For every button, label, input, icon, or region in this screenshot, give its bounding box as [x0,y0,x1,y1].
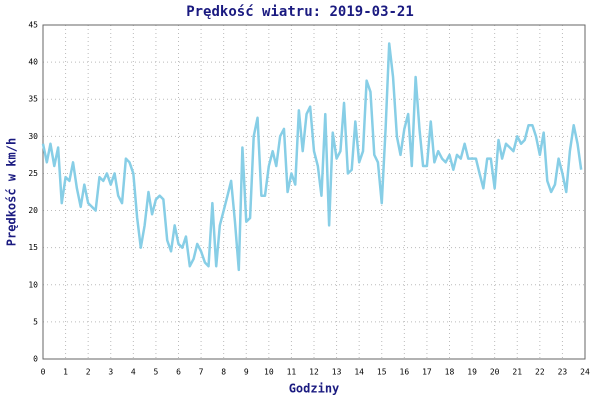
x-tick-label: 10 [264,368,274,377]
y-tick-label: 30 [28,132,38,141]
x-tick-label: 7 [199,368,204,377]
y-axis-label: Prędkość w km/h [5,138,19,246]
y-tick-label: 25 [28,169,38,178]
x-tick-label: 9 [244,368,249,377]
x-tick-label: 1 [63,368,68,377]
plot-frame [42,24,586,360]
x-tick-label: 12 [309,368,319,377]
y-tick-label: 20 [28,206,38,215]
x-tick-label: 8 [221,368,226,377]
x-tick-label: 19 [467,368,477,377]
x-tick-label: 14 [354,368,364,377]
y-tick-label: 40 [28,58,38,67]
x-tick-label: 17 [422,368,432,377]
y-tick-label: 15 [28,243,38,252]
y-tick-label: 5 [33,317,38,326]
data-line [41,42,583,272]
x-tick-label: 21 [512,368,522,377]
x-tick-label: 18 [445,368,455,377]
x-tick-label: 15 [377,368,387,377]
x-tick-label: 20 [490,368,500,377]
x-tick-label: 5 [154,368,159,377]
x-tick-label: 4 [131,368,136,377]
y-tick-label: 10 [28,280,38,289]
x-tick-label: 16 [400,368,410,377]
x-tick-label: 2 [86,368,91,377]
x-tick-label: 6 [176,368,181,377]
x-axis-label: Godziny [289,382,340,396]
y-tick-label: 35 [28,95,38,104]
y-tick-label: 0 [33,355,38,364]
x-tick-label: 24 [580,368,590,377]
x-tick-label: 22 [535,368,545,377]
y-tick-label: 45 [28,21,38,30]
x-tick-label: 3 [108,368,113,377]
chart-title: Prędkość wiatru: 2019-03-21 [186,4,414,20]
x-tick-label: 13 [332,368,342,377]
x-tick-label: 11 [287,368,297,377]
x-tick-label: 0 [41,368,46,377]
x-tick-label: 23 [558,368,568,377]
